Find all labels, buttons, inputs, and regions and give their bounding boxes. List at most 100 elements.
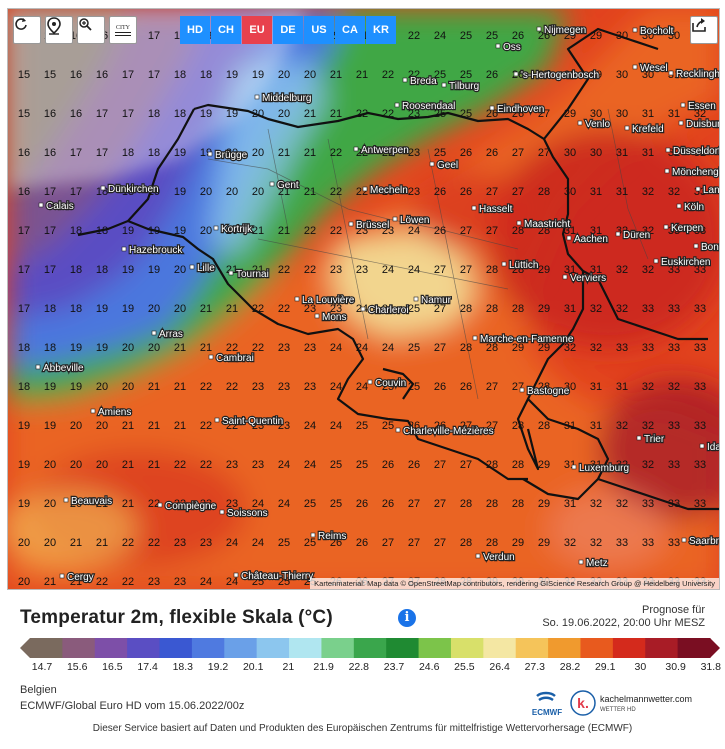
grid-value: 26 xyxy=(486,147,498,159)
grid-value: 17 xyxy=(44,264,56,276)
scale-tick-label: 16.5 xyxy=(102,661,123,673)
grid-value: 21 xyxy=(174,420,186,432)
kachelmann-logo[interactable]: k. kachelmannwetter.com WETTER HD xyxy=(570,689,715,724)
city-label: Verviers xyxy=(562,272,607,285)
svg-text:WETTER HD: WETTER HD xyxy=(600,707,636,713)
grid-value: 23 xyxy=(304,381,316,393)
info-icon[interactable]: i xyxy=(398,609,416,627)
grid-value: 21 xyxy=(278,147,290,159)
share-button[interactable] xyxy=(690,16,718,44)
grid-value: 19 xyxy=(18,420,30,432)
grid-value: 28 xyxy=(460,537,472,549)
region-button-de[interactable]: DE xyxy=(273,16,303,44)
region-button-us[interactable]: US xyxy=(304,16,334,44)
city-label: Recklinghau xyxy=(668,68,719,81)
region-button-hd[interactable]: HD xyxy=(180,16,210,44)
region-button-eu[interactable]: EU xyxy=(242,16,272,44)
grid-value: 25 xyxy=(460,30,472,42)
scale-tick-label: 20.1 xyxy=(242,661,264,673)
ecmwf-logo[interactable]: ECMWF xyxy=(529,690,565,718)
forecast-time: So. 19.06.2022, 20:00 Uhr MESZ xyxy=(542,617,705,629)
city-label: Nijmegen xyxy=(536,24,587,37)
grid-value: 25 xyxy=(408,342,420,354)
grid-value: 27 xyxy=(434,459,446,471)
grid-value: 20 xyxy=(44,498,56,510)
scale-swatch xyxy=(645,638,679,658)
grid-value: 28 xyxy=(512,459,524,471)
grid-value: 22 xyxy=(252,342,264,354)
city-label: Metz xyxy=(578,557,609,570)
grid-value: 18 xyxy=(200,69,212,81)
grid-value: 17 xyxy=(18,225,30,237)
refresh-icon xyxy=(15,18,27,30)
zoom-button[interactable] xyxy=(77,16,105,44)
grid-value: 23 xyxy=(252,381,264,393)
city-label: Düren xyxy=(615,229,651,242)
grid-value: 22 xyxy=(278,264,290,276)
grid-value: 31 xyxy=(642,108,654,120)
svg-text:Bastogne: Bastogne xyxy=(527,386,570,397)
grid-value: 17 xyxy=(18,264,30,276)
city-label: Hazebrouck xyxy=(121,244,185,257)
grid-value: 21 xyxy=(252,225,264,237)
svg-text:Geel: Geel xyxy=(437,160,458,171)
grid-value: 30 xyxy=(590,147,602,159)
city-label: Couvin xyxy=(367,377,407,390)
grid-value: 19 xyxy=(96,342,108,354)
grid-value: 20 xyxy=(96,420,108,432)
grid-value: 21 xyxy=(200,342,212,354)
grid-value: 25 xyxy=(460,69,472,81)
grid-value: 27 xyxy=(538,108,550,120)
grid-value: 21 xyxy=(96,537,108,549)
grid-value: 21 xyxy=(70,537,82,549)
grid-value: 28 xyxy=(538,225,550,237)
svg-text:Hazebrouck: Hazebrouck xyxy=(129,245,183,256)
city-label: Bastogne xyxy=(519,385,571,398)
scale-swatch xyxy=(548,638,581,658)
grid-value: 20 xyxy=(278,108,290,120)
region-button-ca[interactable]: CA xyxy=(335,16,365,44)
grid-value: 24 xyxy=(330,342,342,354)
grid-value: 24 xyxy=(278,498,290,510)
grid-value: 31 xyxy=(564,498,576,510)
grid-value: 25 xyxy=(382,381,394,393)
grid-value: 27 xyxy=(538,147,550,159)
city-label: Gent xyxy=(269,179,300,192)
city-button[interactable]: CITY xyxy=(109,16,137,44)
grid-value: 33 xyxy=(694,498,706,510)
grid-value: 27 xyxy=(408,498,420,510)
svg-text:Tilburg: Tilburg xyxy=(449,81,479,92)
grid-value: 30 xyxy=(564,381,576,393)
grid-value: 33 xyxy=(694,264,706,276)
svg-text:Couvin: Couvin xyxy=(375,378,406,389)
grid-value: 19 xyxy=(96,303,108,315)
grid-value: 21 xyxy=(148,459,160,471)
location-button[interactable] xyxy=(45,16,73,44)
weather-map[interactable]: 15 15 16 16 17 17 17 18 18 19 19 20 20 21 21 22 24 25 25 26… xyxy=(7,8,720,590)
svg-text:ECMWF: ECMWF xyxy=(532,708,562,717)
refresh-button[interactable] xyxy=(13,16,41,44)
grid-value: 29 xyxy=(538,342,550,354)
grid-value: 23 xyxy=(356,225,368,237)
grid-value: 18 xyxy=(122,186,134,198)
grid-value: 30 xyxy=(616,30,628,42)
grid-value: 22 xyxy=(200,381,212,393)
grid-value: 27 xyxy=(434,342,446,354)
grid-value: 18 xyxy=(148,108,160,120)
grid-value: 23 xyxy=(226,459,238,471)
svg-text:Château-Thierry: Château-Thierry xyxy=(241,571,313,582)
grid-value: 20 xyxy=(70,498,82,510)
grid-value: 32 xyxy=(590,342,602,354)
grid-value: 31 xyxy=(642,147,654,159)
scale-swatch xyxy=(127,638,161,658)
grid-value: 20 xyxy=(252,108,264,120)
grid-value: 20 xyxy=(44,537,56,549)
svg-text:Tournai: Tournai xyxy=(236,269,269,280)
grid-value: 27 xyxy=(382,537,394,549)
region-button-kr[interactable]: KR xyxy=(366,16,396,44)
region-button-ch[interactable]: CH xyxy=(211,16,241,44)
grid-value: 31 xyxy=(590,225,602,237)
scale-swatch xyxy=(515,638,549,658)
grid-value: 20 xyxy=(96,381,108,393)
svg-text:Essen: Essen xyxy=(688,101,716,112)
